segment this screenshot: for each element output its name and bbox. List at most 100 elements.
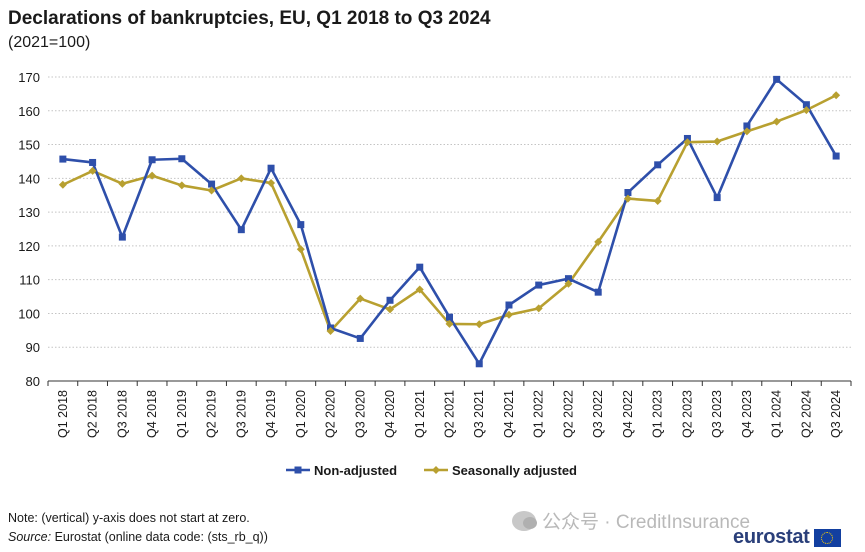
logo-text: eurostat [733, 526, 810, 548]
data-point [267, 179, 276, 188]
data-point [148, 171, 157, 180]
x-tick-label: Q4 2022 [621, 390, 635, 438]
data-point [58, 180, 67, 189]
x-tick-label: Q2 2019 [205, 390, 219, 438]
source-text: Eurostat (online data code: (sts_rb_q)) [54, 530, 268, 544]
x-tick-label: Q1 2023 [651, 390, 665, 438]
legend-marker [432, 466, 440, 474]
data-point [802, 106, 811, 115]
data-point [743, 122, 751, 130]
data-point [416, 263, 424, 271]
chart-title: Declarations of bankruptcies, EU, Q1 201… [8, 8, 491, 29]
data-point [118, 233, 126, 241]
x-tick-label: Q3 2019 [234, 390, 248, 438]
line-chart: 80 90 100 110 120 130 140 150 160 170 Q1 2018 Q2 20… [18, 70, 852, 478]
y-tick-label: 80 [26, 374, 40, 389]
x-tick-label: Q3 2023 [710, 390, 724, 438]
data-point [564, 275, 572, 283]
data-point [445, 319, 454, 328]
x-tick-label: Q1 2022 [532, 390, 546, 438]
watermark: 公众号 · CreditInsurance [512, 507, 750, 534]
eu-flag-icon [813, 528, 841, 547]
data-point [88, 166, 97, 175]
data-point [178, 155, 186, 163]
x-tick-label: Q3 2021 [472, 390, 486, 438]
data-point [504, 310, 513, 319]
data-point [505, 301, 513, 309]
x-tick-label: Q1 2021 [413, 390, 427, 438]
data-point [475, 360, 483, 368]
y-tick-label: 100 [18, 306, 40, 321]
data-point [207, 186, 216, 195]
chart-subtitle: (2021=100) [8, 34, 91, 51]
eurostat-logo: eurostat [733, 526, 841, 549]
data-point [237, 174, 246, 183]
x-tick-label: Q2 2022 [561, 390, 575, 438]
x-tick-label: Q3 2018 [115, 390, 129, 438]
data-point [296, 245, 305, 254]
legend-marker [294, 466, 302, 474]
data-point [148, 156, 156, 164]
x-tick-label: Q3 2022 [591, 390, 605, 438]
x-tick-label: Q2 2021 [443, 390, 457, 438]
data-point [326, 327, 335, 336]
x-tick-label: Q3 2020 [353, 390, 367, 438]
x-tick-label: Q2 2024 [799, 390, 813, 438]
data-point [773, 75, 781, 83]
y-tick-label: 110 [19, 273, 40, 288]
series-line [62, 94, 837, 333]
x-tick-label: Q2 2020 [324, 390, 338, 438]
watermark-text: 公众号 · CreditInsurance [542, 512, 751, 533]
data-point [594, 288, 602, 296]
x-tick-label: Q1 2019 [175, 390, 189, 438]
legend-label: Seasonally adjusted [452, 463, 577, 478]
data-point [267, 164, 275, 172]
data-point [446, 313, 453, 321]
x-tick-label: Q4 2018 [145, 390, 159, 438]
data-point [713, 137, 722, 146]
y-tick-label: 170 [18, 70, 40, 85]
wechat-icon [512, 510, 537, 531]
data-point [118, 179, 127, 188]
data-point [297, 221, 305, 229]
x-tick-label: Q1 2024 [770, 390, 784, 438]
y-tick-label: 120 [18, 239, 40, 254]
x-tick-label: Q2 2018 [86, 390, 100, 438]
data-point [356, 334, 364, 342]
x-tick-label: Q4 2021 [502, 390, 516, 438]
data-point [237, 226, 245, 234]
x-tick-label: Q1 2018 [56, 390, 70, 438]
data-point [683, 138, 692, 147]
data-point [415, 285, 424, 294]
data-point [534, 304, 543, 313]
data-point [623, 194, 632, 203]
y-tick-label: 160 [18, 104, 40, 119]
y-tick-label: 130 [18, 205, 40, 220]
footer-note: Note: (vertical) y-axis does not start a… [8, 511, 250, 525]
data-point [177, 181, 186, 190]
legend-label: Non-adjusted [314, 463, 397, 478]
footer-source: Source: Eurostat (online data code: (sts… [8, 530, 268, 544]
y-tick-label: 150 [18, 138, 40, 153]
data-point [564, 279, 573, 288]
data-point [59, 155, 67, 163]
x-tick-label: Q4 2019 [264, 390, 278, 438]
data-point [208, 180, 216, 188]
x-tick-label: Q3 2024 [829, 390, 843, 438]
x-tick-label: Q2 2023 [680, 390, 694, 438]
data-point [475, 320, 484, 329]
data-point [653, 196, 662, 205]
data-point [624, 189, 632, 197]
data-point [386, 305, 395, 314]
data-point [386, 296, 394, 304]
source-label: Source: [8, 530, 52, 544]
x-tick-label: Q4 2023 [740, 390, 754, 438]
data-point [356, 294, 365, 303]
data-point [832, 91, 841, 100]
data-point [742, 127, 751, 136]
data-point [832, 152, 840, 160]
y-tick-label: 140 [18, 171, 40, 186]
data-point [713, 194, 721, 202]
x-tick-label: Q4 2020 [383, 390, 397, 438]
data-point [535, 281, 543, 289]
